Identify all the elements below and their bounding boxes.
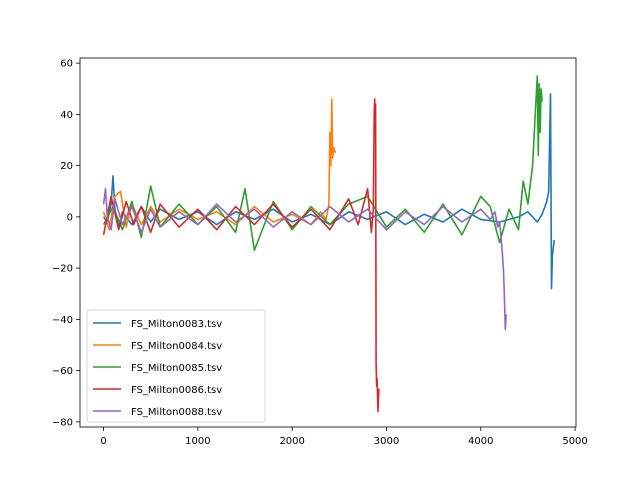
legend-label-4: FS_Milton0088.tsv [131,407,222,418]
y-axis: −80 −60 −40 −20 0 20 40 60 [52,59,80,428]
legend-label-0: FS_Milton0083.tsv [131,319,222,330]
x-tick-label: 3000 [374,436,399,447]
y-tick-label: 0 [67,212,73,223]
series-line-3 [102,98,380,413]
x-tick-label: 5000 [562,436,587,447]
y-tick-label: −80 [52,417,73,428]
x-tick-label: 1000 [185,436,210,447]
legend-label-3: FS_Milton0086.tsv [131,385,222,396]
x-tick-label: 4000 [468,436,493,447]
legend: FS_Milton0083.tsv FS_Milton0084.tsv FS_Mil… [86,309,266,423]
plot-area-frame [79,57,577,428]
y-tick-label: −20 [52,264,73,275]
series-line-4 [102,187,507,331]
y-tick-label: 60 [60,59,73,70]
legend-box [86,309,266,423]
y-tick-label: 20 [60,161,73,172]
x-tick-label: 0 [100,436,106,447]
y-tick-label: 40 [60,110,73,121]
legend-label-1: FS_Milton0084.tsv [131,341,222,352]
y-tick-label: −60 [52,366,73,377]
x-tick-label: 2000 [279,436,304,447]
y-tick-label: −40 [52,315,73,326]
x-axis: 0 1000 2000 3000 4000 5000 [100,427,588,447]
legend-label-2: FS_Milton0085.tsv [131,363,222,374]
series-layer [102,75,556,413]
series-line-2 [102,75,543,251]
